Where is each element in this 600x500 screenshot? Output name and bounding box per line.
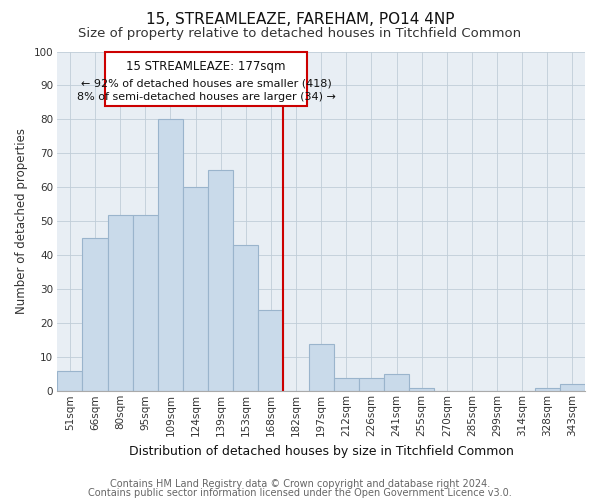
Text: 15 STREAMLEAZE: 177sqm: 15 STREAMLEAZE: 177sqm — [127, 60, 286, 74]
Bar — [183, 188, 208, 392]
Bar — [334, 378, 359, 392]
Bar — [58, 371, 82, 392]
Bar — [259, 310, 283, 392]
Bar — [133, 214, 158, 392]
Bar — [384, 374, 409, 392]
Text: Contains public sector information licensed under the Open Government Licence v3: Contains public sector information licen… — [88, 488, 512, 498]
Bar — [233, 245, 259, 392]
Bar — [359, 378, 384, 392]
Text: Contains HM Land Registry data © Crown copyright and database right 2024.: Contains HM Land Registry data © Crown c… — [110, 479, 490, 489]
Bar — [560, 384, 585, 392]
Text: 15, STREAMLEAZE, FAREHAM, PO14 4NP: 15, STREAMLEAZE, FAREHAM, PO14 4NP — [146, 12, 454, 28]
Y-axis label: Number of detached properties: Number of detached properties — [15, 128, 28, 314]
Bar — [409, 388, 434, 392]
Bar — [158, 120, 183, 392]
Bar — [208, 170, 233, 392]
X-axis label: Distribution of detached houses by size in Titchfield Common: Distribution of detached houses by size … — [129, 444, 514, 458]
Bar — [82, 238, 107, 392]
Text: ← 92% of detached houses are smaller (418): ← 92% of detached houses are smaller (41… — [81, 79, 332, 89]
Bar — [535, 388, 560, 392]
Bar — [308, 344, 334, 392]
Text: Size of property relative to detached houses in Titchfield Common: Size of property relative to detached ho… — [79, 28, 521, 40]
FancyBboxPatch shape — [105, 52, 307, 106]
Bar — [107, 214, 133, 392]
Text: 8% of semi-detached houses are larger (34) →: 8% of semi-detached houses are larger (3… — [77, 92, 335, 102]
